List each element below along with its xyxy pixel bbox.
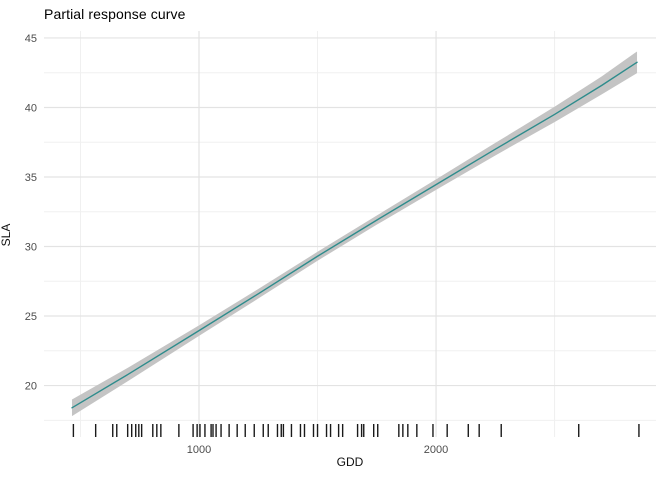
y-tick-label: 30 [25,242,37,254]
y-tick-label: 20 [25,381,37,393]
y-tick-label: 45 [25,33,37,45]
x-axis-title: GDD [336,455,364,469]
plot-title: Partial response curve [44,6,186,22]
y-tick-label: 40 [25,102,37,114]
y-tick-label: 35 [25,172,37,184]
y-tick-label: 25 [25,311,37,323]
fit-line [71,61,638,409]
y-axis-title: SLA [0,223,13,247]
x-tick-label: 1000 [187,444,211,456]
x-tick-label: 2000 [424,444,448,456]
